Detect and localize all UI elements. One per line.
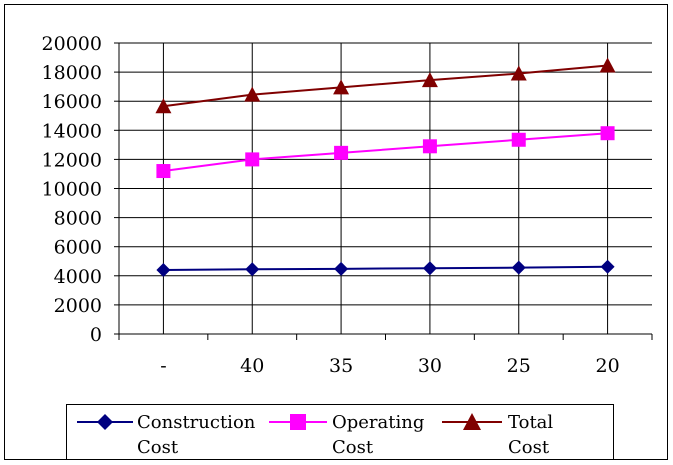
data-point-total-cost (510, 65, 527, 81)
y-tick-label: 6000 (54, 237, 102, 259)
x-tick-label: 25 (507, 355, 531, 377)
grid (119, 42, 652, 334)
x-tick-label: 35 (329, 355, 353, 377)
axes (114, 42, 653, 340)
y-tick-label: 8000 (54, 208, 102, 230)
data-point-construction-cost (422, 261, 437, 276)
data-point-construction-cost (245, 262, 260, 277)
data-point-operating-cost (422, 139, 437, 154)
legend: Construction Cost Operating Cost Total C… (66, 404, 614, 460)
chart-frame (4, 4, 668, 460)
legend-label-operating-cost: Operating Cost (332, 410, 424, 460)
data-point-operating-cost (245, 152, 260, 167)
y-tick-label: 2000 (54, 295, 102, 317)
y-tick-label: 14000 (42, 120, 102, 142)
x-tick-label: 40 (240, 355, 264, 377)
y-tick-label: 18000 (42, 62, 102, 84)
tick-labels: 0 2000 4000 6000 8000 10000 12000 14000 16000 180… (42, 33, 620, 377)
data-point-operating-cost (511, 132, 526, 147)
legend-label-line1: Operating (332, 412, 425, 433)
x-tick-label: 30 (418, 355, 442, 377)
y-tick-label: 12000 (42, 149, 102, 171)
data-point-total-cost (244, 86, 261, 102)
y-tick-label: 10000 (42, 179, 102, 201)
legend-label-line1: Total Cost (508, 412, 554, 458)
data-point-total-cost (155, 98, 172, 114)
legend-label-total-cost: Total Cost (508, 410, 553, 460)
series-line-construction-cost (163, 265, 608, 271)
data-point-total-cost (599, 57, 616, 73)
y-tick-label: 0 (90, 324, 102, 346)
triangle-marker-icon (442, 413, 502, 430)
data-point-construction-cost (334, 261, 349, 276)
data-point-operating-cost (156, 164, 171, 179)
square-marker-icon (269, 414, 327, 430)
series-line-operating-cost (163, 132, 608, 173)
legend-label-construction-cost: Construction Cost (137, 410, 255, 460)
y-tick-label: 4000 (54, 266, 102, 288)
x-tick-label: 20 (595, 355, 619, 377)
diamond-marker-icon (77, 414, 133, 430)
data-point-construction-cost (156, 262, 171, 277)
data-point-construction-cost (600, 259, 615, 274)
data-point-construction-cost (511, 260, 526, 275)
legend-label-line2: Cost (332, 437, 374, 458)
y-tick-label: 20000 (42, 33, 102, 55)
data-point-operating-cost (600, 126, 615, 141)
x-tick-label: - (160, 355, 166, 377)
series-line-total-cost (163, 64, 608, 108)
data-point-total-cost (333, 79, 350, 95)
series (155, 57, 616, 277)
legend-label-line2: Cost (137, 437, 179, 458)
data-point-total-cost (421, 72, 438, 88)
legend-label-line1: Construction (137, 412, 256, 433)
y-tick-label: 16000 (42, 91, 102, 113)
data-point-operating-cost (334, 145, 349, 160)
